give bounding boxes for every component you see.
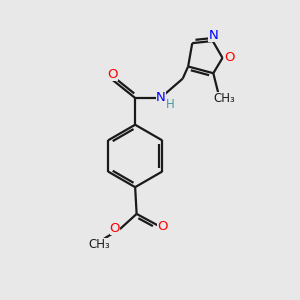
- Text: O: O: [108, 68, 118, 81]
- Text: N: N: [208, 29, 218, 42]
- Text: H: H: [166, 98, 174, 111]
- Text: O: O: [110, 222, 120, 235]
- Text: CH₃: CH₃: [213, 92, 235, 105]
- Text: O: O: [158, 220, 168, 233]
- Text: O: O: [224, 51, 234, 64]
- Text: N: N: [156, 91, 166, 104]
- Text: CH₃: CH₃: [88, 238, 110, 251]
